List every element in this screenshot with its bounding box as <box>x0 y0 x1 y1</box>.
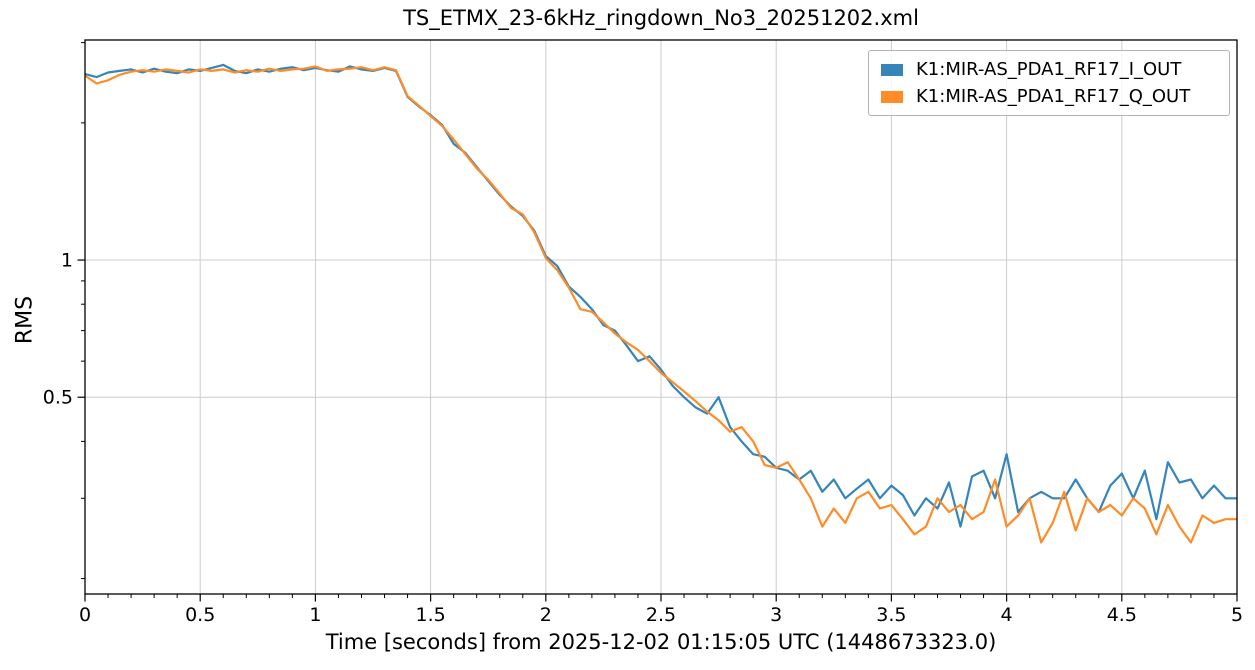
x-tick-label: 2.5 <box>646 604 676 626</box>
legend-swatch-i-out <box>881 63 903 76</box>
x-tick-label: 4.5 <box>1107 604 1137 626</box>
x-tick-label: 5 <box>1231 604 1243 626</box>
legend: K1:MIR-AS_PDA1_RF17_I_OUT K1:MIR-AS_PDA1… <box>868 50 1230 116</box>
chart-title: TS_ETMX_23-6kHz_ringdown_No3_20251202.xm… <box>403 6 919 30</box>
x-tick-label: 4 <box>1001 604 1013 626</box>
x-tick-label: 1.5 <box>415 604 445 626</box>
legend-swatch-q-out <box>881 90 903 103</box>
y-tick-label: 1 <box>61 250 73 272</box>
y-axis-label: RMS <box>12 295 38 345</box>
y-tick-label: 0.5 <box>43 387 73 409</box>
legend-item: K1:MIR-AS_PDA1_RF17_Q_OUT <box>881 83 1217 110</box>
legend-label: K1:MIR-AS_PDA1_RF17_Q_OUT <box>916 86 1191 107</box>
legend-label: K1:MIR-AS_PDA1_RF17_I_OUT <box>916 59 1182 80</box>
x-tick-label: 3.5 <box>876 604 906 626</box>
x-tick-label: 3 <box>770 604 782 626</box>
x-tick-label: 1 <box>309 604 321 626</box>
axis-ticks <box>77 42 1238 602</box>
axis-tick-labels: 0 0.5 1 1.5 2 2.5 3 3.5 4 4.5 5 1 0.5 <box>43 250 1243 626</box>
legend-item: K1:MIR-AS_PDA1_RF17_I_OUT <box>881 56 1217 83</box>
x-axis-label: Time [seconds] from 2025-12-02 01:15:05 … <box>325 630 997 654</box>
x-tick-label: 2 <box>540 604 552 626</box>
x-tick-label: 0 <box>79 604 91 626</box>
grid <box>85 40 1237 594</box>
x-tick-label: 0.5 <box>185 604 215 626</box>
series-line-q-out <box>85 65 1237 544</box>
